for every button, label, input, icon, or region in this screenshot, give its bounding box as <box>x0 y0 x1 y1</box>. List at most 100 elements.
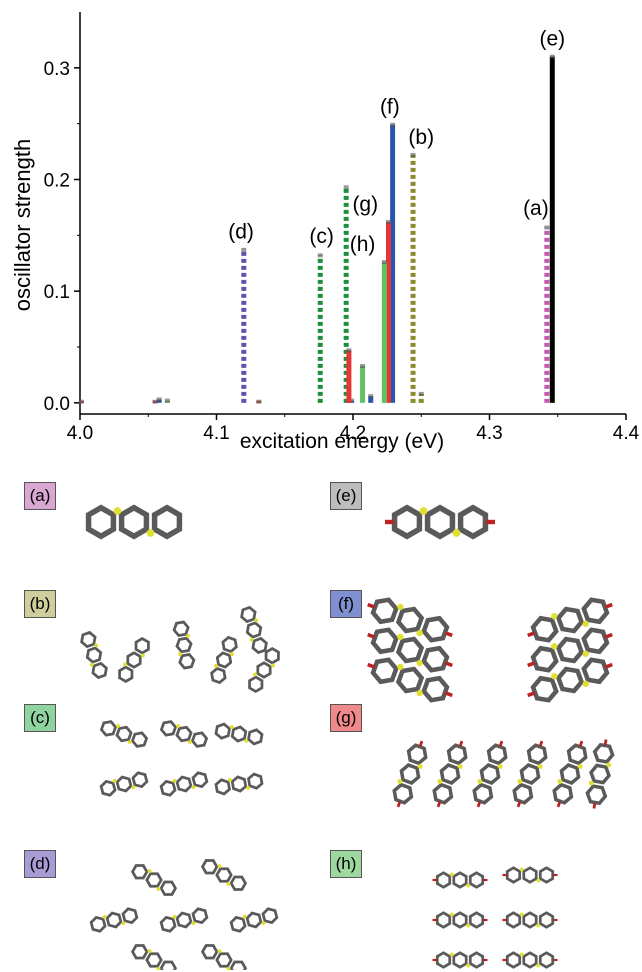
molecule-panel: (e) <box>330 482 630 602</box>
bar-cap <box>317 253 323 258</box>
spectral-bar <box>390 124 396 403</box>
molecule-icon <box>159 720 209 748</box>
molecule-stack-icon <box>367 597 613 703</box>
molecule-icon <box>527 597 613 643</box>
molecule-icon <box>432 871 488 889</box>
molecule-icon <box>552 740 588 808</box>
panel-label: (f) <box>330 590 362 618</box>
bar-cap <box>544 225 550 230</box>
molecule-icon <box>200 859 248 891</box>
molecule-icon <box>85 504 183 540</box>
molecule-icon <box>392 740 428 808</box>
panel-label: (d) <box>24 850 56 878</box>
bar-cap <box>349 398 355 403</box>
bar-cap <box>78 399 84 404</box>
molecule-cluster-icon <box>89 859 279 970</box>
series-annotation: (h) <box>350 233 376 256</box>
molecule-cluster-icon <box>99 720 264 797</box>
bar-cap <box>381 260 387 265</box>
series-annotation: (b) <box>408 126 434 149</box>
panel-label: (e) <box>330 482 362 510</box>
molecule-icon <box>229 907 279 933</box>
annotation-layer: (a) (b) (c) (d) (e) (f) (g) (h) <box>228 28 565 256</box>
molecule-icon <box>80 630 108 680</box>
molecule-panel: (a) <box>24 482 324 602</box>
series-annotation: (f) <box>380 96 400 119</box>
axes-layer: 0.0 0.1 0.2 0.3 4.0 4.1 4.2 4.3 4.4 <box>44 12 640 444</box>
molecule-cluster-icon <box>80 605 280 694</box>
x-tick-label: 4.2 <box>340 423 366 444</box>
bar-cap <box>152 399 158 404</box>
molecule-icon <box>210 635 238 685</box>
x-tick-label: 4.4 <box>613 423 640 444</box>
spectral-bar <box>549 56 555 403</box>
molecule-icon <box>367 657 453 703</box>
molecule-icon <box>432 951 488 969</box>
y-tick-label: 0.1 <box>44 282 70 303</box>
spectral-bar <box>360 365 366 403</box>
bars-layer <box>78 54 555 404</box>
molecule-panel: (h) <box>330 850 630 970</box>
bar-cap <box>418 391 424 396</box>
molecule-icon <box>432 740 468 808</box>
series-annotation: (e) <box>539 28 565 51</box>
molecule-icon <box>99 771 149 797</box>
molecule-icon <box>472 740 508 808</box>
molecule-panel: (g) <box>330 704 630 824</box>
molecule-icon <box>130 864 178 896</box>
panel-label: (a) <box>24 482 56 510</box>
bar-cap <box>156 397 162 402</box>
oscillator-strength-chart: 0.0 0.1 0.2 0.3 4.0 4.1 4.2 4.3 4.4 (a) (b) (c) (d)… <box>10 12 640 453</box>
molecule-panel: (f) <box>330 590 630 710</box>
panel-label: (b) <box>24 590 56 618</box>
molecule-icon <box>99 720 149 748</box>
y-tick-label: 0.2 <box>44 171 70 192</box>
molecule-icon <box>159 907 209 933</box>
bar-cap <box>343 185 349 190</box>
molecule-icon <box>527 657 613 703</box>
x-axis-label: excitation energy (eV) <box>240 430 444 453</box>
molecule-icon <box>172 620 196 670</box>
series-annotation: (d) <box>228 221 254 244</box>
molecule-icon <box>248 646 280 694</box>
bar-cap <box>346 348 352 353</box>
molecule-icon <box>89 907 139 933</box>
panel-label: (c) <box>24 704 56 732</box>
molecule-icon <box>118 636 150 684</box>
molecule-pile-icon <box>432 866 558 969</box>
panel-label: (h) <box>330 850 362 878</box>
bar-cap <box>410 152 416 157</box>
series-annotation: (a) <box>523 197 549 220</box>
molecule-panel: (b) <box>24 590 324 710</box>
molecule-icon <box>385 504 495 540</box>
panel-label: (g) <box>330 704 362 732</box>
bar-cap <box>256 399 262 404</box>
spectral-bar <box>381 262 387 403</box>
y-tick-label: 0.3 <box>44 59 70 80</box>
x-tick-label: 4.1 <box>203 423 229 444</box>
molecule-icon <box>432 911 488 929</box>
spectral-bar <box>368 396 374 403</box>
molecule-icon <box>159 771 209 797</box>
molecule-icon <box>200 944 248 970</box>
y-tick-label: 0.0 <box>44 394 70 415</box>
molecule-icon <box>367 597 453 643</box>
bar-cap <box>368 394 374 399</box>
molecule-icon <box>502 951 558 969</box>
molecule-panel: (d) <box>24 850 324 970</box>
x-tick-label: 4.3 <box>476 423 502 444</box>
molecule-icon <box>214 772 264 796</box>
bar-cap <box>549 54 555 59</box>
substituted-molecule-icon <box>385 504 495 540</box>
molecule-icon <box>502 866 558 884</box>
bar-cap <box>385 219 391 224</box>
x-tick-label: 4.0 <box>67 423 93 444</box>
molecule-icon <box>502 911 558 929</box>
bar-cap <box>360 363 366 368</box>
spectral-bar <box>385 221 391 403</box>
spectral-bar <box>346 350 352 403</box>
molecule-icon <box>214 722 264 746</box>
single-molecule-icon <box>85 504 183 540</box>
series-annotation: (c) <box>309 225 334 248</box>
molecule-row-icon <box>392 739 615 809</box>
